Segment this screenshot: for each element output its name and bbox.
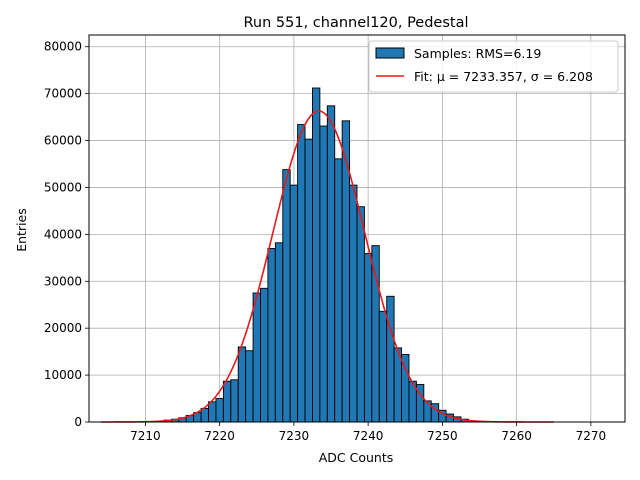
histogram-bar bbox=[200, 407, 209, 423]
histogram-bar bbox=[245, 350, 254, 423]
x-tick-label: 7240 bbox=[353, 429, 384, 443]
y-tick-label: 70000 bbox=[44, 87, 82, 101]
histogram-bar bbox=[401, 354, 410, 423]
legend-histogram-swatch bbox=[375, 47, 405, 59]
y-tick-label: 80000 bbox=[44, 40, 82, 54]
histogram-bar bbox=[237, 346, 247, 423]
y-tick-label: 30000 bbox=[44, 274, 82, 288]
histogram-bar bbox=[378, 310, 388, 423]
histogram-bar bbox=[222, 380, 232, 423]
histogram-bar bbox=[363, 253, 373, 423]
x-tick-label: 7260 bbox=[501, 429, 532, 443]
gaussian-fit-line bbox=[100, 110, 554, 423]
x-tick-label: 7210 bbox=[130, 429, 161, 443]
histogram-bar bbox=[297, 124, 306, 423]
chart-title: Run 551, channel120, Pedestal bbox=[243, 15, 468, 31]
x-tick-label: 7250 bbox=[427, 429, 458, 443]
histogram-bar bbox=[349, 184, 358, 423]
legend-histogram-label: Samples: RMS=6.19 bbox=[414, 46, 541, 61]
histogram-bar bbox=[215, 398, 224, 423]
legend-box bbox=[368, 40, 619, 93]
fit-layer bbox=[100, 110, 554, 423]
histogram-bar bbox=[423, 400, 432, 423]
x-axis-label: ADC Counts bbox=[319, 450, 394, 465]
histogram-bar bbox=[312, 87, 321, 423]
histogram-bar bbox=[386, 295, 395, 423]
y-tick-label: 20000 bbox=[44, 321, 82, 335]
histogram-bar bbox=[267, 247, 276, 423]
histogram-bar bbox=[334, 158, 343, 423]
histogram-bar bbox=[341, 120, 351, 423]
histogram-bar bbox=[260, 287, 269, 423]
histogram-bar bbox=[274, 242, 284, 423]
histogram-bar bbox=[326, 105, 336, 423]
y-tick-label: 40000 bbox=[44, 227, 82, 241]
histogram-bar bbox=[208, 401, 217, 423]
legend-fit-label: Fit: μ = 7233.357, σ = 6.208 bbox=[414, 69, 593, 84]
histogram-bar bbox=[230, 379, 239, 423]
x-tick-label: 7230 bbox=[279, 429, 310, 443]
y-tick-label: 60000 bbox=[44, 134, 82, 148]
histogram-bar bbox=[371, 245, 380, 423]
x-ticks: 7210 7220 7230 7240 7250 7260 7270 bbox=[130, 422, 606, 443]
x-tick-label: 7270 bbox=[576, 429, 607, 443]
histogram-bar bbox=[282, 169, 291, 423]
x-tick-label: 7220 bbox=[204, 429, 235, 443]
y-tick-label: 0 bbox=[74, 415, 82, 429]
y-tick-label: 10000 bbox=[44, 368, 82, 382]
y-axis-label: Entries bbox=[14, 208, 29, 252]
legend: Samples: RMS=6.19 Fit: μ = 7233.357, σ =… bbox=[368, 40, 619, 93]
histogram-bar bbox=[252, 292, 261, 423]
plot-frame bbox=[88, 34, 626, 423]
histogram-bar bbox=[356, 206, 365, 423]
histogram-bar bbox=[304, 138, 313, 423]
y-ticks: 0 10000 20000 30000 40000 50000 60000 70000 8000… bbox=[44, 40, 89, 429]
histogram-bar bbox=[289, 184, 299, 423]
y-tick-label: 50000 bbox=[44, 180, 82, 194]
bars-layer bbox=[156, 87, 469, 423]
histogram-bar bbox=[319, 125, 328, 423]
